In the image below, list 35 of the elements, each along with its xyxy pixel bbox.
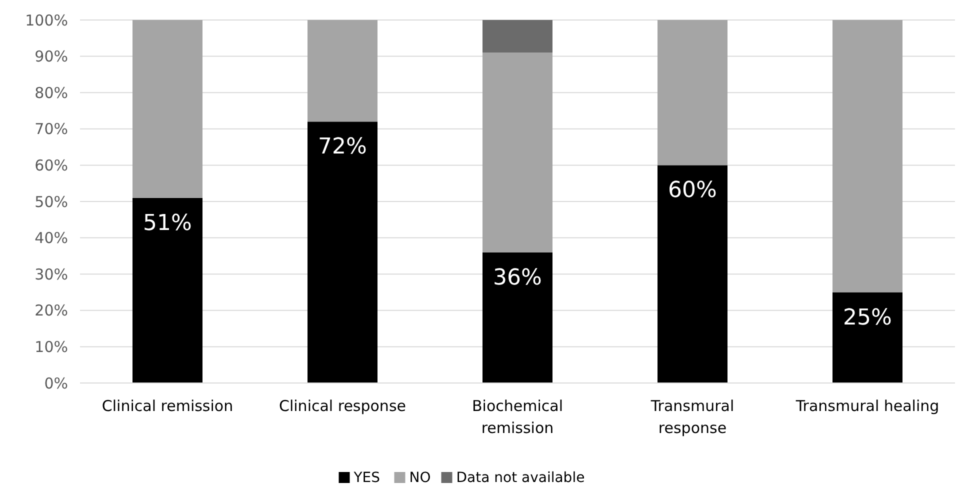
- y-tick-label: 90%: [34, 48, 68, 66]
- x-tick-label: Transmural healing: [794, 397, 940, 415]
- bar: [482, 52, 552, 252]
- y-tick-label: 0%: [44, 374, 68, 392]
- bar: [832, 292, 902, 383]
- data-label: 51%: [143, 210, 192, 236]
- bar: [832, 20, 902, 292]
- x-tick-label: Biochemical remission: [472, 397, 564, 437]
- bar: [132, 20, 202, 198]
- bar: [658, 165, 728, 383]
- y-tick-label: 10%: [34, 338, 68, 356]
- y-tick-label: 80%: [34, 84, 68, 102]
- y-tick-label: 20%: [34, 302, 68, 320]
- x-tick-label: Clinical response: [279, 397, 406, 415]
- bar: [308, 20, 378, 122]
- bar: [132, 198, 202, 383]
- data-label: 36%: [493, 265, 542, 290]
- bar: [658, 20, 728, 166]
- bar: [308, 122, 378, 383]
- y-tick-label: 70%: [34, 120, 68, 138]
- y-tick-label: 100%: [25, 11, 68, 30]
- data-label: 72%: [318, 134, 367, 160]
- x-tick-label: Clinical remission: [102, 397, 234, 415]
- y-tick-label: 60%: [34, 156, 68, 174]
- bar: [482, 20, 552, 53]
- y-tick-label: 30%: [34, 265, 68, 284]
- bar: [482, 252, 552, 383]
- legend-label: YES: [352, 470, 380, 486]
- x-tick-label: Transmural response: [650, 397, 734, 437]
- y-tick-label: 40%: [34, 229, 68, 248]
- y-tick-label: 50%: [34, 192, 68, 211]
- legend-label: NO: [409, 470, 431, 486]
- legend-label: Data not available: [456, 470, 585, 486]
- data-label: 25%: [843, 305, 892, 330]
- data-label: 60%: [668, 178, 717, 204]
